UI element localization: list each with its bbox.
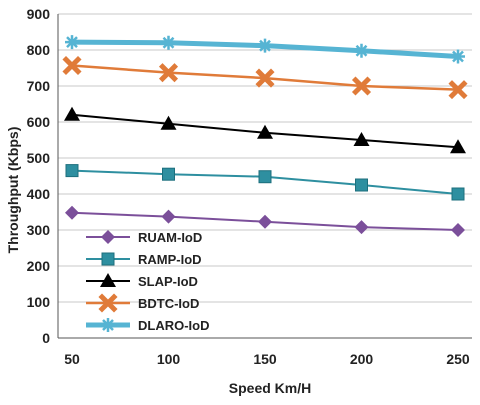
axes: 0 100 200 300 400 500 600 700 800 900 50 100 150 200 2… (27, 6, 472, 367)
data-point (258, 170, 272, 184)
legend-label: RUAM-IoD (138, 230, 202, 245)
y-tick-label: 600 (27, 114, 51, 130)
series-ramp-iod (65, 164, 465, 201)
data-point (255, 68, 275, 88)
data-point (65, 35, 79, 50)
legend-item: RAMP-IoD (86, 252, 202, 267)
data-point (258, 214, 272, 229)
data-point (64, 106, 80, 121)
series-dlaro-iod (65, 35, 465, 64)
legend-item: RUAM-IoD (86, 230, 202, 245)
x-axis-title: Speed Km/H (229, 380, 311, 396)
data-point (355, 178, 368, 192)
legend-label: BDTC-IoD (138, 296, 199, 311)
data-point (258, 38, 272, 53)
legend-label: DLARO-IoD (138, 318, 210, 333)
x-tick-label: 250 (446, 351, 470, 367)
data-point (65, 205, 79, 220)
y-axis-title: Throughput (Kbps) (5, 127, 21, 254)
y-tick-label: 900 (27, 6, 51, 22)
data-point (161, 209, 176, 224)
series-group (62, 35, 468, 237)
data-point (257, 124, 273, 139)
legend-marker (101, 252, 115, 266)
y-tick-label: 200 (27, 258, 51, 274)
x-tick-label: 200 (350, 351, 374, 367)
data-point (351, 76, 372, 96)
data-point (353, 132, 370, 146)
data-point (451, 49, 465, 64)
y-tick-label: 400 (27, 186, 51, 202)
legend-marker (100, 273, 116, 287)
data-point (354, 43, 369, 58)
legend-item: BDTC-IoD (86, 293, 199, 313)
data-point (161, 35, 176, 50)
series-slap-iod (64, 106, 466, 154)
legend-label: SLAP-IoD (138, 274, 198, 289)
x-tick-label: 100 (157, 351, 181, 367)
data-point (158, 63, 179, 83)
data-point (62, 55, 82, 76)
legend-item: SLAP-IoD (86, 273, 198, 289)
legend-item: DLARO-IoD (86, 318, 210, 333)
data-point (162, 167, 175, 181)
legend-marker (101, 230, 115, 244)
data-point (65, 164, 79, 178)
y-tick-label: 700 (27, 78, 51, 94)
legend: RUAM-IoD RAMP-IoD SLAP-IoD BDTC-IoD DLARO-Io… (86, 230, 210, 333)
y-tick-label: 100 (27, 294, 51, 310)
data-point (354, 220, 369, 235)
series-ruam-iod (65, 205, 465, 237)
data-point (450, 139, 466, 154)
data-point (451, 187, 465, 201)
y-tick-label: 500 (27, 150, 51, 166)
data-point (448, 80, 468, 100)
legend-marker (101, 318, 115, 332)
y-tick-label: 300 (27, 222, 51, 238)
y-tick-label: 0 (42, 330, 50, 346)
x-tick-label: 150 (253, 351, 277, 367)
series-bdtc-iod (62, 55, 468, 100)
y-tick-label: 800 (27, 42, 51, 58)
legend-marker (98, 293, 118, 313)
data-point (451, 223, 465, 237)
legend-label: RAMP-IoD (138, 252, 202, 267)
x-tick-label: 50 (64, 351, 80, 367)
data-point (160, 115, 177, 130)
